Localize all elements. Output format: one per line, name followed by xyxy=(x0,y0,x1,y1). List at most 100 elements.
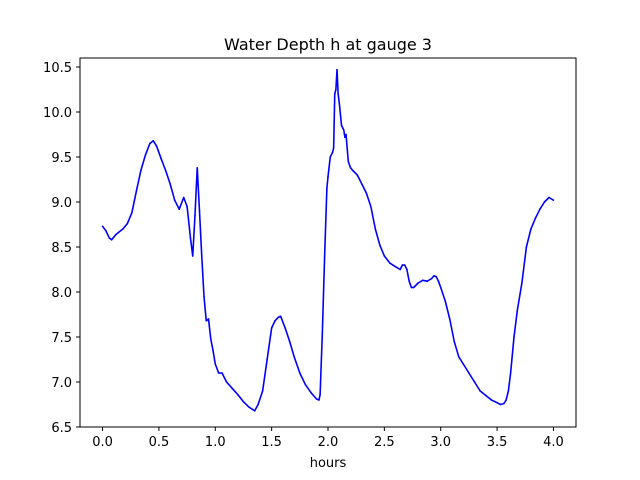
data-point xyxy=(131,212,133,214)
data-point xyxy=(333,93,336,95)
data-point xyxy=(225,381,228,383)
data-point xyxy=(205,320,208,322)
data-point xyxy=(115,233,117,236)
data-point xyxy=(318,399,320,401)
data-point xyxy=(347,160,350,163)
x-tick-label: 3.5 xyxy=(487,435,508,450)
x-tick-label: 0.5 xyxy=(149,435,170,450)
data-point xyxy=(160,158,162,160)
data-point xyxy=(338,102,341,104)
data-layer xyxy=(101,68,555,412)
data-point xyxy=(521,282,523,284)
data-point xyxy=(433,275,435,277)
data-point xyxy=(507,390,510,392)
data-point xyxy=(457,356,460,358)
data-point xyxy=(196,167,199,169)
x-tick-label: 4.0 xyxy=(543,435,564,450)
data-point xyxy=(207,318,210,320)
y-tick-label: 7.5 xyxy=(51,331,72,346)
data-point xyxy=(135,190,138,192)
data-point xyxy=(203,295,205,298)
x-tick-label: 3.0 xyxy=(430,435,451,450)
data-point xyxy=(288,340,291,343)
data-point xyxy=(101,225,104,228)
data-point xyxy=(214,363,217,365)
data-point xyxy=(221,372,223,374)
data-point xyxy=(437,280,440,283)
data-point xyxy=(439,286,442,289)
data-point xyxy=(105,230,107,232)
data-point xyxy=(304,383,307,386)
data-point xyxy=(126,222,129,225)
data-point xyxy=(509,372,512,374)
data-point xyxy=(186,205,188,208)
data-point xyxy=(525,246,528,248)
data-point xyxy=(164,169,167,172)
data-point xyxy=(356,174,359,176)
data-point xyxy=(277,316,280,319)
data-point xyxy=(426,280,429,283)
data-point xyxy=(173,199,176,201)
data-point xyxy=(462,363,465,365)
data-point xyxy=(336,68,338,71)
data-point xyxy=(319,393,321,396)
data-point xyxy=(403,264,406,266)
data-point xyxy=(323,255,326,257)
data-point xyxy=(270,327,273,329)
data-point xyxy=(548,196,550,199)
data-point xyxy=(331,151,334,154)
data-point xyxy=(473,381,476,383)
data-point xyxy=(261,390,264,392)
data-point xyxy=(408,280,410,283)
x-axis-label: hours xyxy=(310,456,347,471)
data-point xyxy=(122,228,124,230)
data-point xyxy=(231,387,233,390)
data-point xyxy=(499,403,502,406)
data-point xyxy=(274,320,276,322)
data-point xyxy=(140,169,142,172)
data-point xyxy=(315,398,318,400)
data-point xyxy=(337,93,339,95)
data-point xyxy=(209,338,212,340)
y-tick-label: 8.0 xyxy=(51,286,72,301)
data-point xyxy=(340,124,343,127)
data-point xyxy=(217,372,220,374)
data-point xyxy=(453,340,456,343)
x-tick-label: 2.0 xyxy=(318,435,339,450)
data-point xyxy=(293,356,295,358)
data-point xyxy=(110,239,113,241)
data-point xyxy=(530,228,532,230)
data-point xyxy=(365,192,368,194)
data-point xyxy=(345,133,347,136)
data-point xyxy=(310,392,312,394)
data-point xyxy=(329,156,332,158)
data-point xyxy=(401,264,404,266)
data-point xyxy=(394,266,397,268)
data-point xyxy=(200,255,203,257)
y-tick-label: 7.0 xyxy=(51,376,72,391)
data-point xyxy=(513,336,515,338)
data-point xyxy=(242,401,245,403)
data-point xyxy=(178,208,180,210)
data-point xyxy=(284,327,286,329)
data-point xyxy=(332,147,335,149)
data-point xyxy=(410,286,413,289)
y-tick-label: 9.0 xyxy=(51,196,72,211)
data-point xyxy=(189,237,192,239)
data-point xyxy=(266,358,268,361)
data-point xyxy=(490,399,493,401)
data-point xyxy=(417,282,419,284)
data-point xyxy=(412,286,415,289)
data-point xyxy=(342,129,345,131)
y-tick-label: 10.0 xyxy=(43,106,72,121)
data-point xyxy=(539,208,541,210)
data-point xyxy=(149,142,151,145)
data-point xyxy=(299,372,301,374)
data-point xyxy=(152,140,155,142)
x-tick-label: 2.5 xyxy=(374,435,395,450)
data-point xyxy=(552,199,555,201)
data-point xyxy=(346,147,348,149)
data-point xyxy=(399,268,401,271)
